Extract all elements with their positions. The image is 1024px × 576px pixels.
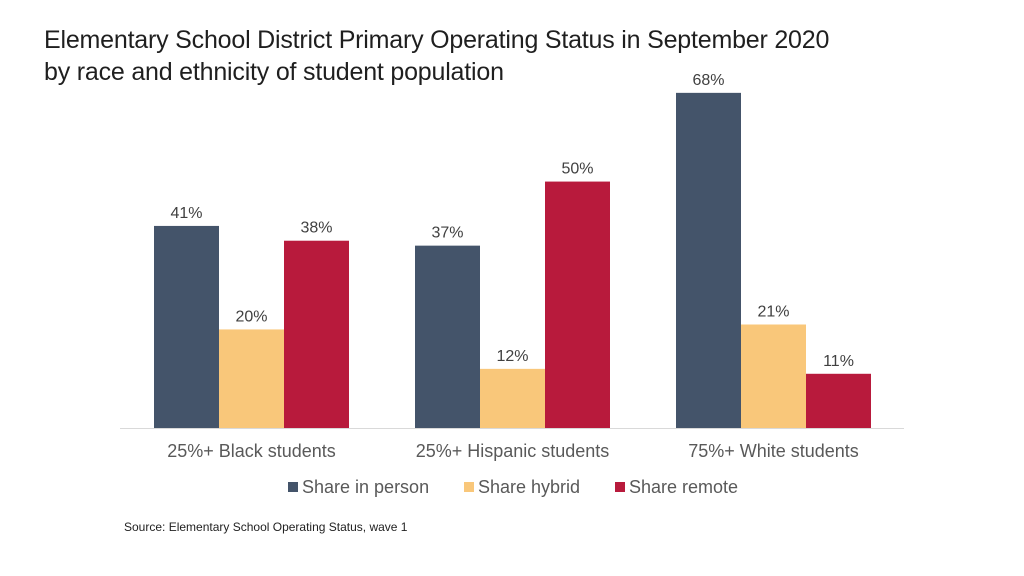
data-label-share-remote-75-white-students: 11% bbox=[823, 353, 854, 370]
data-label-share-in-person-25-hispanic-students: 37% bbox=[431, 225, 463, 242]
bar-share-in-person-25-hispanic-students bbox=[415, 245, 480, 428]
legend-label-share-hybrid: Share hybrid bbox=[478, 477, 580, 497]
legend-swatch-share-hybrid bbox=[464, 482, 474, 492]
x-tick-label-25-hispanic-students: 25%+ Hispanic students bbox=[416, 441, 610, 461]
bar-share-in-person-75-white-students bbox=[676, 92, 741, 428]
data-label-share-hybrid-75-white-students: 21% bbox=[757, 304, 789, 321]
bar-share-in-person-25-black-students bbox=[154, 225, 219, 428]
chart-title: Elementary School District Primary Opera… bbox=[44, 24, 984, 88]
data-label-share-hybrid-25-black-students: 20% bbox=[235, 308, 267, 325]
chart-title-line-2: by race and ethnicity of student populat… bbox=[44, 58, 504, 86]
chart-title-line-1: Elementary School District Primary Opera… bbox=[44, 26, 830, 54]
x-tick-label-75-white-students: 75%+ White students bbox=[688, 441, 859, 461]
bar-share-remote-25-black-students bbox=[284, 240, 349, 428]
legend-label-share-remote: Share remote bbox=[629, 477, 738, 497]
data-label-share-remote-25-hispanic-students: 50% bbox=[561, 161, 593, 178]
bar-share-remote-25-hispanic-students bbox=[545, 181, 610, 428]
bar-share-hybrid-75-white-students bbox=[741, 324, 806, 428]
x-tick-label-25-black-students: 25%+ Black students bbox=[167, 441, 336, 461]
legend-swatch-share-remote bbox=[615, 482, 625, 492]
data-label-share-in-person-25-black-students: 41% bbox=[170, 205, 202, 222]
bar-share-hybrid-25-hispanic-students bbox=[480, 368, 545, 428]
bar-share-remote-75-white-students bbox=[806, 373, 871, 428]
data-label-share-in-person-75-white-students: 68% bbox=[692, 72, 724, 89]
source-note: Source: Elementary School Operating Stat… bbox=[124, 520, 408, 534]
legend-label-share-in-person: Share in person bbox=[302, 477, 429, 497]
legend-swatch-share-in-person bbox=[288, 482, 298, 492]
data-label-share-remote-25-black-students: 38% bbox=[300, 220, 332, 237]
data-label-share-hybrid-25-hispanic-students: 12% bbox=[496, 348, 528, 365]
bar-share-hybrid-25-black-students bbox=[219, 329, 284, 428]
